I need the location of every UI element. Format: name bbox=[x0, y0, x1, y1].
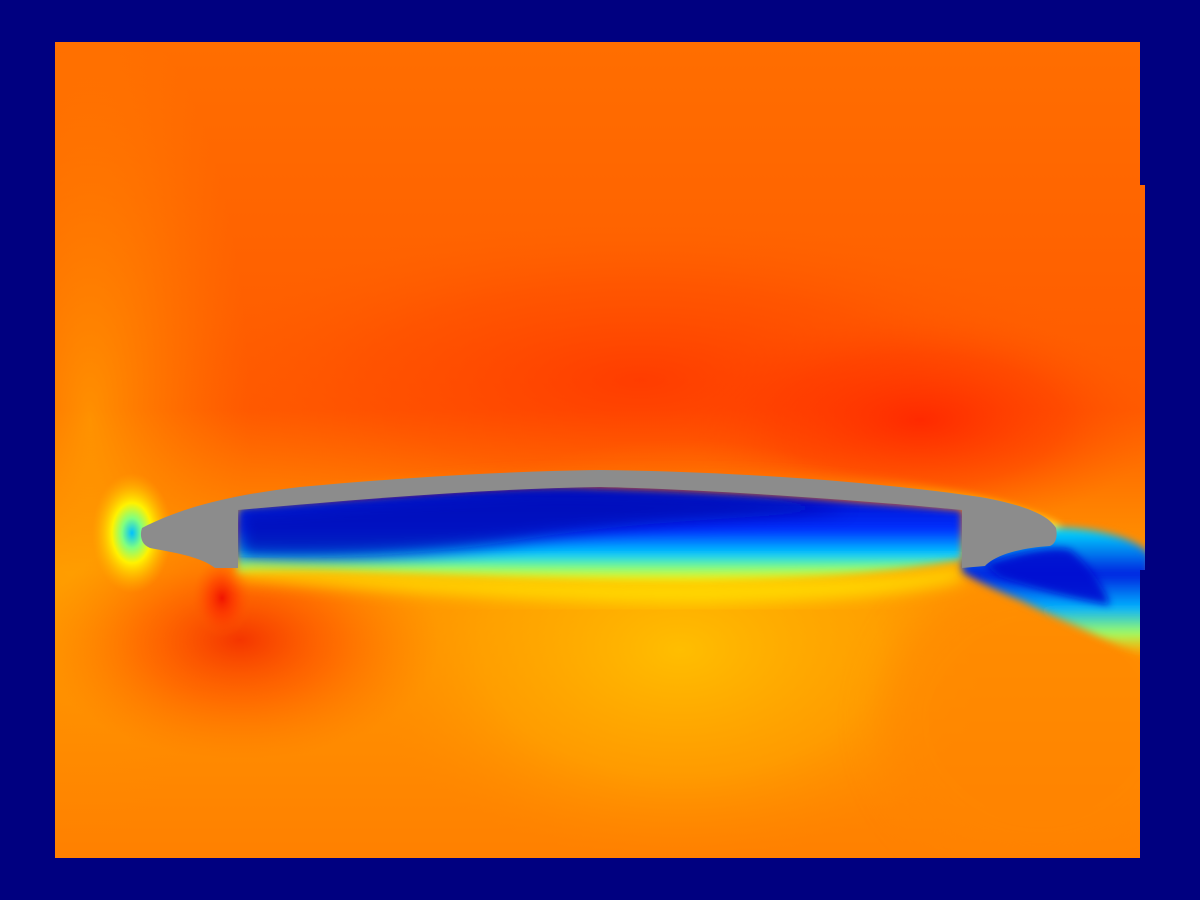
leading-edge-stagnation bbox=[92, 473, 172, 593]
upper-high-zone-broad bbox=[180, 220, 1100, 540]
wake-core bbox=[985, 548, 1110, 605]
cavity-core bbox=[240, 490, 850, 558]
lower-left-high-core bbox=[192, 558, 252, 638]
airfoil-body bbox=[140, 470, 1057, 568]
lower-surface-band bbox=[238, 565, 962, 602]
field-area bbox=[55, 42, 1145, 858]
